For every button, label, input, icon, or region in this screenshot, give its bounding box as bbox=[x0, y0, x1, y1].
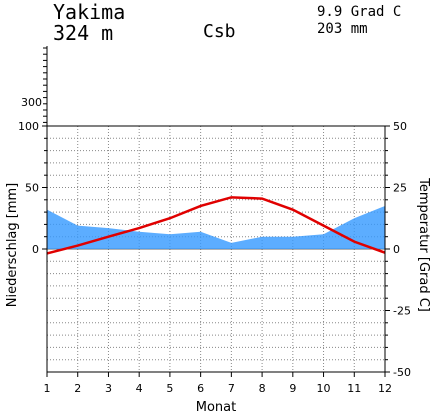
left-tick-label: 100 bbox=[18, 120, 39, 133]
x-tick-label: 5 bbox=[166, 382, 173, 395]
left-tick-label: 0 bbox=[32, 243, 39, 256]
x-tick-label: 6 bbox=[197, 382, 204, 395]
station-elevation: 324 m bbox=[53, 21, 114, 45]
annual-temperature: 9.9 Grad C bbox=[317, 4, 402, 20]
x-tick-label: 7 bbox=[228, 382, 235, 395]
x-tick-label: 12 bbox=[378, 382, 392, 395]
upper-axis-label: 300 bbox=[21, 96, 42, 109]
right-tick-label: -50 bbox=[393, 366, 411, 379]
x-tick-label: 9 bbox=[289, 382, 296, 395]
x-tick-label: 4 bbox=[136, 382, 143, 395]
x-tick-label: 3 bbox=[105, 382, 112, 395]
left-tick-label: 50 bbox=[25, 182, 39, 195]
x-axis-label: Monat bbox=[196, 400, 236, 415]
koppen-class: Csb bbox=[203, 21, 236, 42]
x-tick-label: 2 bbox=[74, 382, 81, 395]
right-tick-label: 50 bbox=[393, 120, 407, 133]
station-name: Yakima bbox=[53, 0, 126, 24]
x-axis-ticks: 1 2 3 4 5 6 7 8 9 10 11 12 bbox=[44, 372, 392, 395]
annual-precipitation: 203 mm bbox=[317, 21, 368, 37]
upper-precip-axis: 300 bbox=[21, 46, 48, 126]
precipitation-area bbox=[47, 205, 385, 249]
x-tick-label: 8 bbox=[259, 382, 266, 395]
x-tick-label: 1 bbox=[44, 382, 51, 395]
right-axis-ticks: 50 25 0 -25 -50 bbox=[385, 120, 411, 379]
x-tick-label: 11 bbox=[347, 382, 361, 395]
right-tick-label: -25 bbox=[393, 305, 411, 318]
x-tick-label: 10 bbox=[317, 382, 331, 395]
right-tick-label: 0 bbox=[393, 243, 400, 256]
left-axis-label: Niederschlag [mm] bbox=[5, 183, 20, 308]
left-axis-ticks: 0 50 100 bbox=[18, 120, 47, 256]
temperature-line bbox=[46, 196, 386, 255]
right-tick-label: 25 bbox=[393, 182, 407, 195]
right-axis-label: Temperatur [Grad C] bbox=[416, 177, 431, 312]
